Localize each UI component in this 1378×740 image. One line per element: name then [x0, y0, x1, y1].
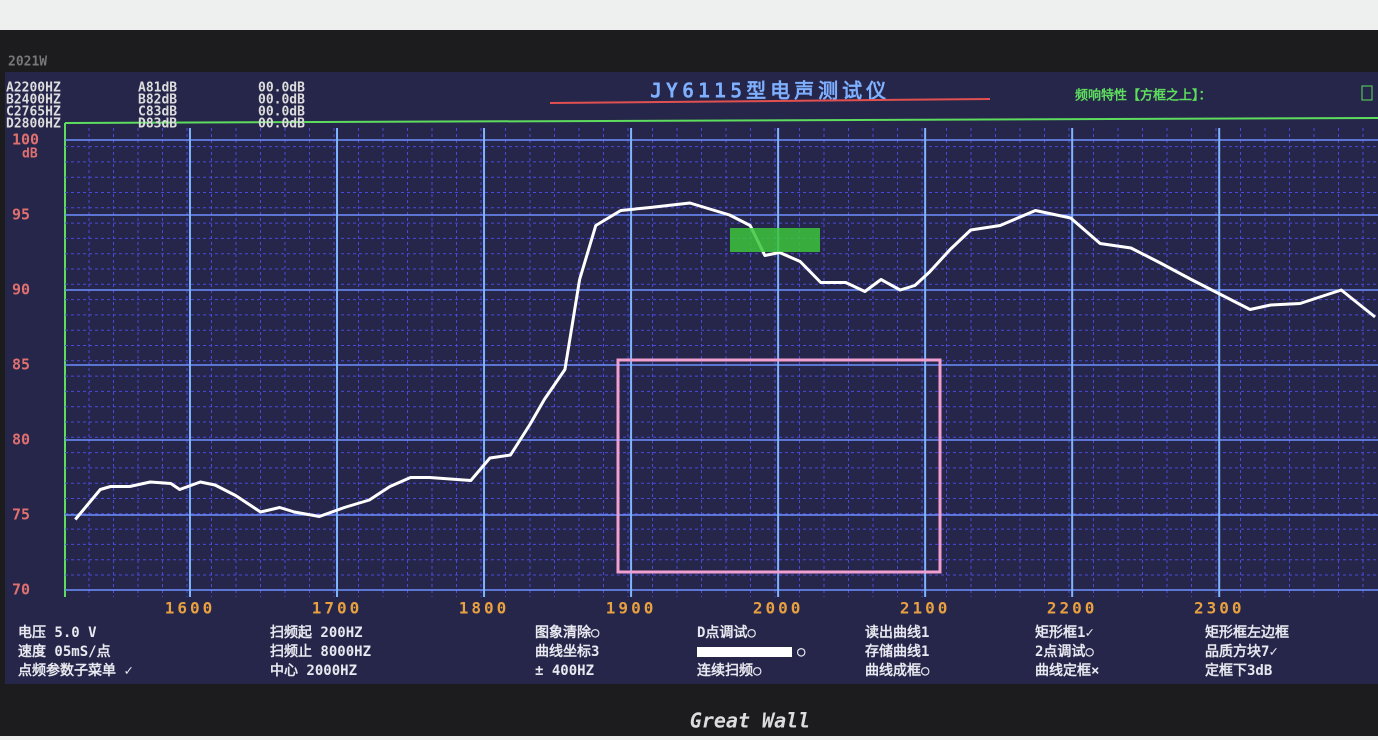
chart-title: JY6115型电声测试仪	[650, 79, 890, 103]
menu-item: D点调试○	[697, 624, 756, 641]
menu-item: 图象清除○	[535, 624, 600, 641]
marker-text: C2765HZ	[6, 105, 61, 120]
menu-item: 电压 5.0 V	[18, 624, 97, 641]
bezel-label: 2021W	[8, 55, 47, 70]
menu-item: 定框下3dB	[1205, 662, 1272, 679]
y-tick-label: 90	[12, 281, 30, 299]
menu-item: 曲线定框×	[1035, 662, 1099, 679]
y-tick-label: 85	[12, 356, 30, 374]
marker-text: B2400HZ	[6, 93, 61, 108]
menu-item: 点频参数子菜单 ✓	[18, 662, 133, 679]
menu-item: 读出曲线1	[865, 624, 929, 641]
marker-text: C83dB	[138, 105, 177, 120]
plot: 70 75 80 85 90 95 100 1600 1700 1800 1900 2000 2100 2…	[12, 128, 1378, 618]
menu-item: 连续扫频○	[697, 662, 762, 679]
mode-box	[1361, 85, 1373, 101]
x-tick-label: 2000	[753, 599, 804, 618]
mode-label: 频响特性【方框之上】：	[1075, 88, 1212, 104]
menu-item: 存储曲线1	[865, 643, 929, 660]
menu-item: 曲线坐标3	[535, 643, 599, 660]
menu-item: 曲线成框○	[865, 662, 930, 679]
menu-item: 中心 2000HZ	[270, 662, 357, 679]
y-tick-label: 80	[12, 431, 30, 449]
menu-item: ○	[797, 644, 806, 660]
quality-block	[730, 228, 820, 252]
marker-text: B82dB	[138, 93, 177, 108]
x-tick-label: 1900	[606, 599, 657, 618]
marker-text: 00.0dB	[258, 117, 305, 132]
progress-bar	[697, 647, 792, 657]
frame-top	[64, 117, 1378, 124]
response-curve	[74, 201, 1376, 521]
x-tick-label: 1700	[312, 599, 363, 618]
y-axis-label: dB	[22, 147, 38, 162]
menu-item: 矩形框1✓	[1035, 624, 1094, 641]
marker-text: A2200HZ	[6, 81, 61, 96]
marker-text: A81dB	[138, 81, 177, 96]
brand: Great Wall	[690, 709, 810, 733]
menu-item: 品质方块7✓	[1205, 643, 1278, 660]
y-tick-label: 95	[12, 206, 30, 224]
x-tick-label: 2100	[900, 599, 951, 618]
y-tick-label: 70	[12, 581, 30, 599]
title-underline	[549, 98, 991, 104]
marker-text: D83dB	[138, 117, 177, 132]
menu-item: 扫频止 8000HZ	[270, 643, 371, 660]
menu-item: 2点调试○	[1035, 643, 1094, 660]
marker-text: 00.0dB	[258, 81, 305, 96]
marker-text: 00.0dB	[258, 105, 305, 120]
menu-item: 速度 05mS/点	[18, 643, 111, 660]
menu-item: 矩形框左边框	[1205, 624, 1289, 641]
marker-text: D2800HZ	[6, 117, 61, 132]
screen	[5, 72, 1378, 684]
y-tick-label: 100	[12, 131, 39, 149]
x-tick-label: 1600	[165, 599, 216, 618]
menu-item: 扫频起 200HZ	[270, 624, 363, 641]
x-tick-label: 2200	[1047, 599, 1098, 618]
x-tick-label: 1800	[459, 599, 510, 618]
y-tick-label: 75	[12, 506, 30, 524]
rect-frame	[616, 358, 942, 574]
x-tick-label: 2300	[1194, 599, 1245, 618]
menu-item: ± 400HZ	[535, 663, 594, 679]
marker-text: 00.0dB	[258, 93, 305, 108]
